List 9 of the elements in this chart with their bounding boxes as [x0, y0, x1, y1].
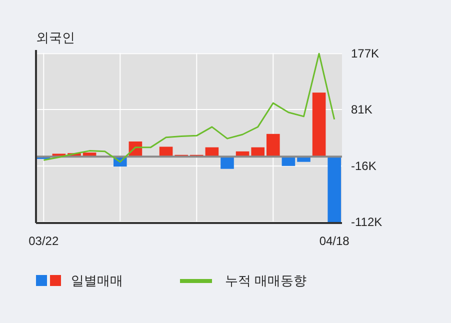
legend-label: 일별매매	[71, 273, 123, 288]
y-tick-label: 81K	[351, 102, 372, 116]
y-tick-label: -16K	[351, 158, 376, 173]
legend-label: 누적 매매동향	[225, 273, 307, 288]
x-tick-label: 04/18	[319, 234, 350, 248]
x-tick-label: 03/22	[28, 234, 59, 248]
y-tick-label: -112K	[351, 214, 382, 229]
chart-title: 외국인	[36, 30, 75, 45]
y-tick-label: 177K	[351, 46, 380, 61]
